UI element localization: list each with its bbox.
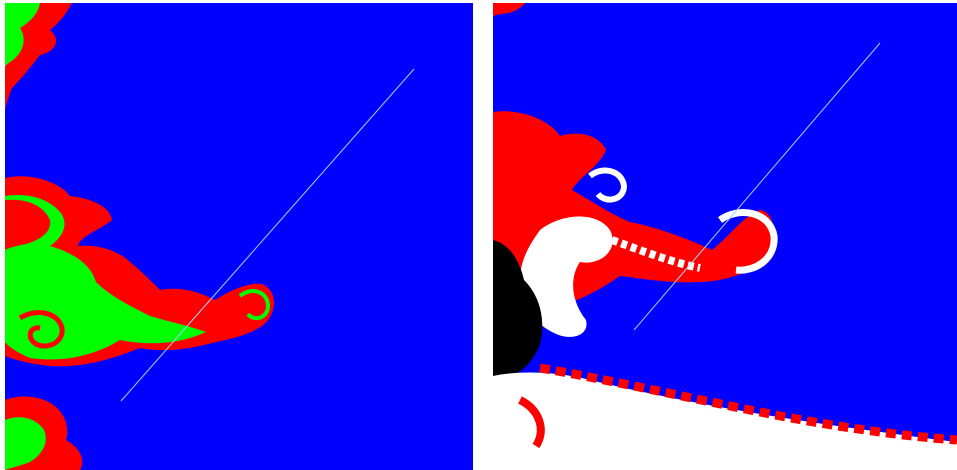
right-fractal — [493, 3, 957, 470]
left-fractal — [5, 3, 473, 470]
page: (() => { const data = JSON.parse(documen… — [0, 0, 957, 470]
fractal-views — [0, 0, 957, 470]
